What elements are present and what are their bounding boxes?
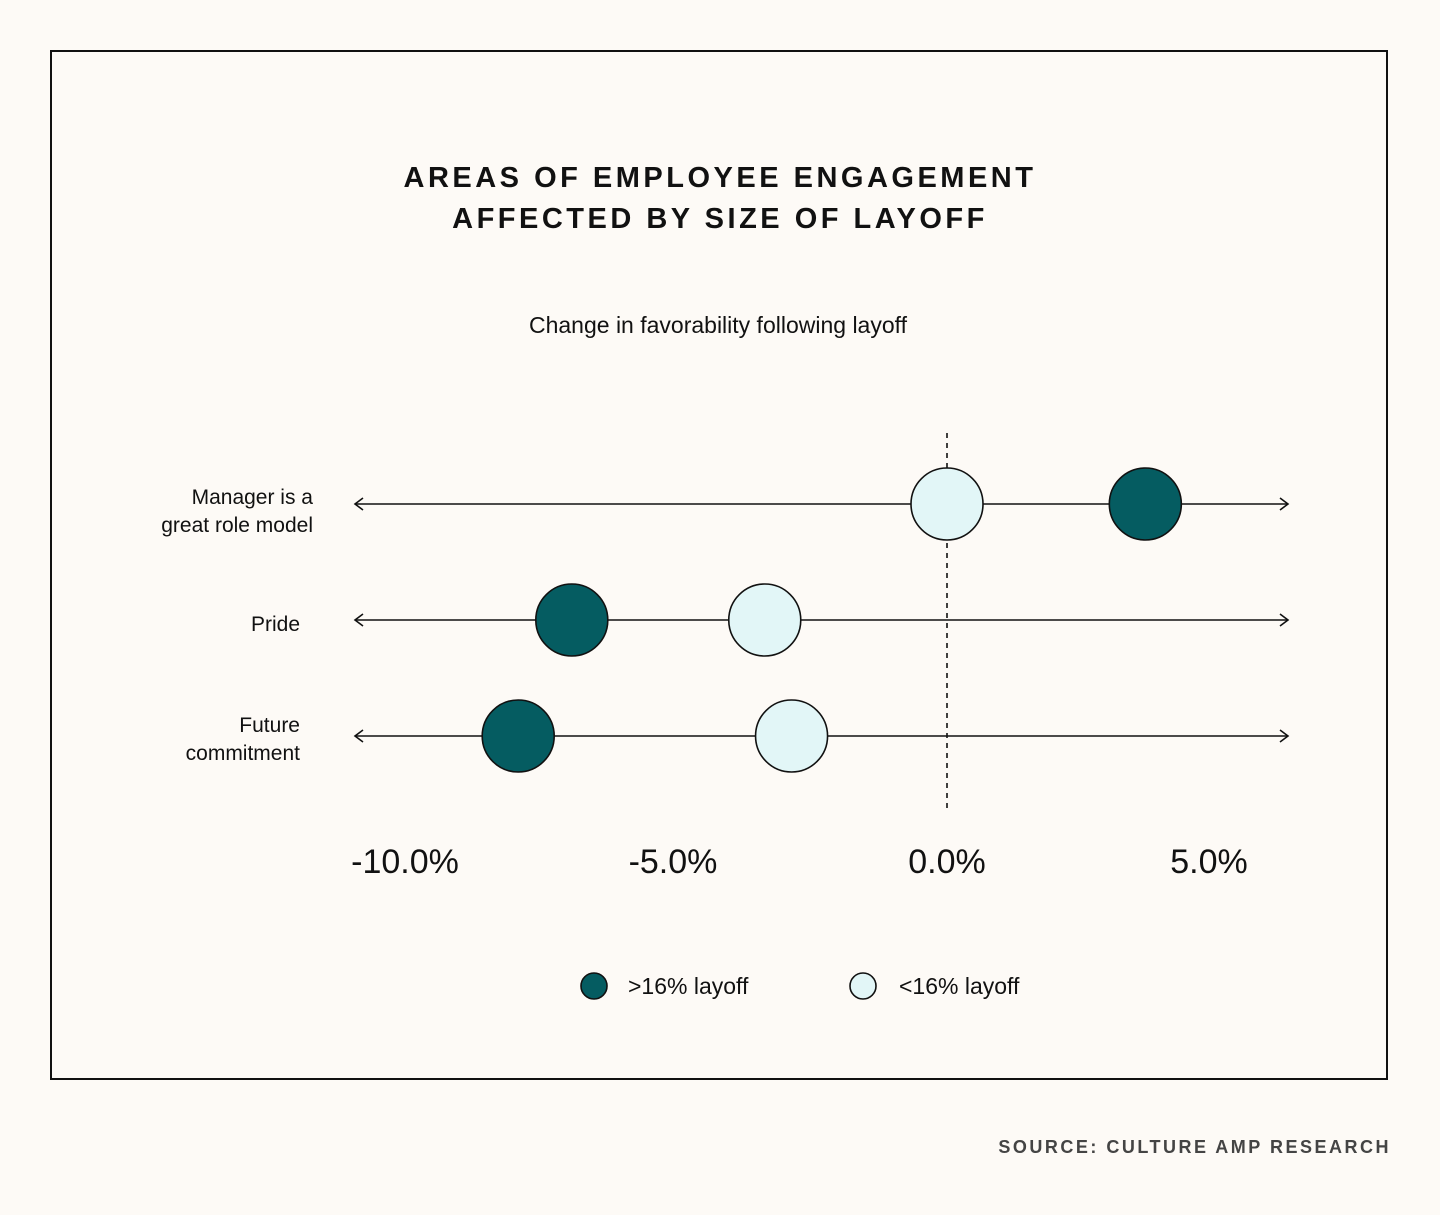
category-label-line: Future (239, 714, 300, 737)
chart-subtitle: Change in favorability following layoff (528, 312, 908, 338)
category-label-0: Manager is a great role model (161, 486, 313, 537)
x-tick-label: -10.0% (351, 843, 459, 881)
chart-frame (50, 50, 1388, 1080)
arrow-right-icon (1279, 497, 1290, 511)
arrow-left-icon (353, 497, 364, 511)
data-point-series-0-row-1 (534, 583, 609, 657)
arrow-right-icon (1279, 729, 1290, 743)
arrow-left-icon (353, 613, 364, 627)
category-label-1: Pride (251, 613, 300, 636)
data-point-series-1-row-1 (727, 583, 802, 657)
chart-title: AREAS OF EMPLOYEE ENGAGEMENT AFFECTED BY… (0, 158, 1440, 240)
legend-label-0: >16% layoff (628, 973, 749, 999)
category-label-line: commitment (186, 742, 301, 765)
arrow-right-icon (1279, 613, 1290, 627)
x-tick-label: -5.0% (629, 843, 718, 881)
category-label-line: Pride (251, 613, 300, 636)
category-label-line: great role model (161, 514, 313, 537)
category-label-line: Manager is a (192, 486, 314, 509)
arrow-left-icon (353, 729, 364, 743)
legend-swatch-0 (580, 972, 608, 1000)
category-label-2: Future commitment (186, 714, 301, 765)
data-point-series-0-row-2 (481, 699, 556, 773)
data-point-series-0-row-0 (1108, 467, 1183, 541)
data-point-series-1-row-0 (910, 467, 984, 541)
legend-label-1: <16% layoff (899, 973, 1020, 999)
source-note: SOURCE: CULTURE AMP RESEARCH (998, 1137, 1391, 1157)
chart-title-line-2: AFFECTED BY SIZE OF LAYOFF (452, 203, 988, 235)
x-tick-label: 5.0% (1170, 843, 1248, 881)
data-point-series-1-row-2 (754, 699, 829, 773)
chart-title-line-1: AREAS OF EMPLOYEE ENGAGEMENT (403, 162, 1037, 194)
legend-swatch-1 (849, 972, 877, 1000)
x-tick-label: 0.0% (908, 843, 986, 881)
